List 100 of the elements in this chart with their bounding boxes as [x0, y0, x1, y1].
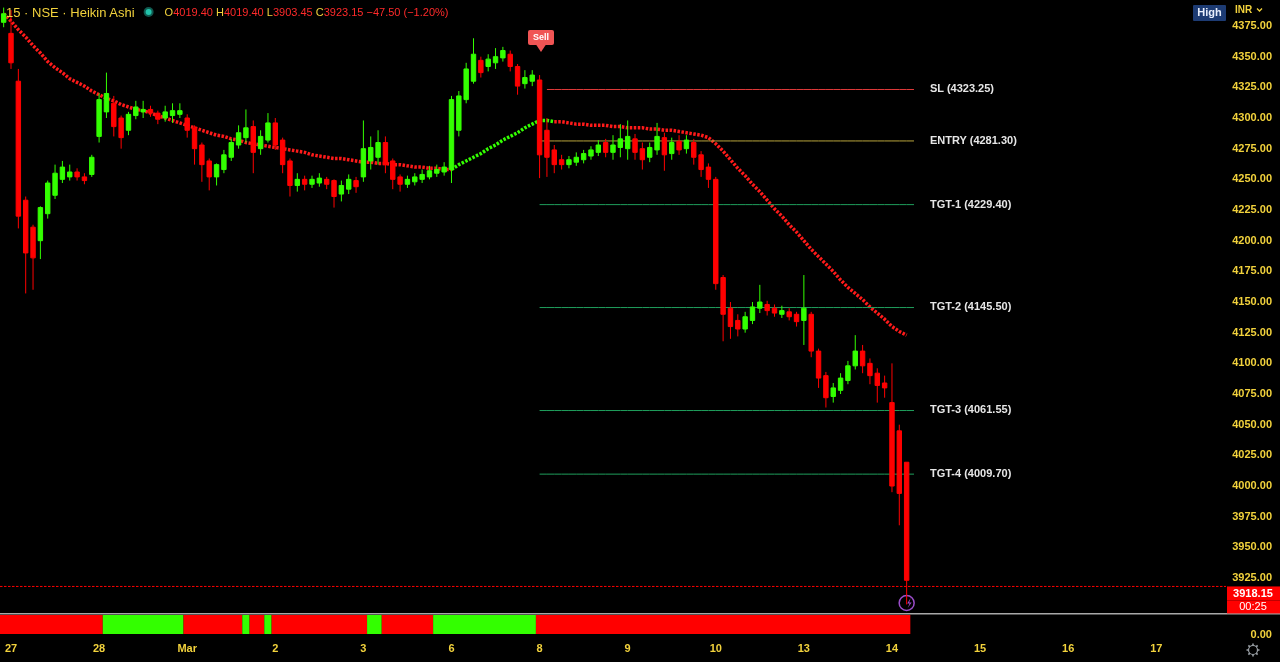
series-label: SL (4323.25): [929, 82, 995, 95]
candlestick: [580, 149, 587, 164]
candlestick: [602, 138, 609, 158]
x-tick-label: 16: [1062, 641, 1075, 654]
candlestick: [125, 111, 132, 136]
candlestick: [881, 375, 888, 399]
candlestick: [859, 344, 866, 374]
text: O4019.40 H4019.40 L3903.45 C3923.15 −47.50 (−1.20%): [164, 6, 449, 18]
candlestick: [669, 137, 675, 161]
series-label: ENTRY (4281.30): [929, 133, 1018, 146]
candlestick: [191, 124, 198, 166]
y-tick-label: 4375.00: [1232, 18, 1272, 31]
x-tick-label: 27: [4, 641, 18, 654]
candlestick: [382, 135, 389, 174]
x-tick-label: 28: [92, 641, 106, 654]
x-tick-label: 2: [272, 641, 279, 654]
candlestick: [771, 303, 778, 318]
line-series: [552, 119, 909, 337]
candlestick: [346, 173, 352, 195]
candlestick: [250, 119, 256, 174]
candlestick: [404, 175, 411, 189]
candlestick: [360, 119, 367, 183]
candlestick: [265, 112, 271, 144]
x-tick-label: 13: [797, 641, 810, 654]
candlestick: [786, 307, 792, 321]
candlestick: [470, 37, 477, 85]
candlestick: [478, 56, 484, 79]
candlestick: [823, 371, 829, 409]
candlestick: [500, 46, 506, 63]
y-tick-label: 4150.00: [1232, 294, 1272, 307]
candlestick: [632, 133, 638, 161]
candlestick: [830, 382, 836, 404]
candlestick: [81, 172, 88, 185]
candlestick: [742, 311, 748, 334]
candlestick: [89, 154, 95, 178]
candlestick: [162, 105, 168, 123]
candlestick: [705, 162, 712, 189]
y-tick-label: 4000.00: [1232, 478, 1272, 491]
y-tick-label: 4075.00: [1232, 386, 1272, 399]
candlestick: [103, 72, 110, 119]
candlestick: [514, 63, 521, 96]
candlestick: [257, 129, 264, 156]
candlestick: [213, 162, 220, 186]
y-tick-label: 4275.00: [1232, 141, 1272, 154]
candlestick: [353, 176, 359, 194]
y-tick-label: 3950.00: [1232, 540, 1272, 553]
y-tick-label: 4300.00: [1232, 110, 1272, 123]
x-tick-label: 8: [536, 641, 543, 654]
x-tick-label: 14: [885, 641, 899, 654]
y-tick-label: 4100.00: [1232, 356, 1272, 369]
y-tick-label: 4025.00: [1232, 448, 1272, 461]
candlestick: [837, 372, 844, 395]
chart-title: 15 · NSE · Heikin Ashi: [6, 5, 135, 20]
text: 0.00: [1250, 627, 1272, 640]
candlestick: [59, 160, 66, 184]
x-tick-label: 15: [973, 641, 987, 654]
candlestick: [624, 119, 631, 161]
candlestick: [0, 7, 7, 28]
candlestick: [676, 134, 682, 156]
candlestick: [243, 108, 249, 144]
y-tick-label: 4175.00: [1232, 264, 1272, 277]
candlestick: [37, 205, 44, 260]
candlestick: [177, 102, 183, 119]
candlestick: [272, 117, 278, 151]
candlestick: [15, 68, 22, 229]
y-tick-label: 4200.00: [1232, 233, 1272, 246]
y-tick-label: 4325.00: [1232, 80, 1272, 93]
candlestick: [507, 50, 513, 72]
x-tick-label: 6: [448, 641, 455, 654]
y-tick-label: 4125.00: [1232, 325, 1272, 338]
candlestick: [67, 164, 73, 182]
candlestick: [639, 142, 646, 171]
candlestick: [536, 74, 543, 179]
candlestick: [735, 313, 741, 337]
series-label: TGT-1 (4229.40): [929, 197, 1012, 210]
annotation: Sell: [532, 32, 550, 43]
text: 00:25: [1239, 599, 1267, 612]
y-tick-label: 4225.00: [1232, 202, 1272, 215]
candlestick: [808, 311, 814, 358]
candlestick: [279, 137, 286, 174]
y-tick-label: 4250.00: [1232, 172, 1272, 185]
candlestick: [485, 53, 491, 72]
x-tick-label: 17: [1150, 641, 1163, 654]
candlestick: [793, 311, 800, 328]
candlestick: [764, 300, 770, 317]
y-tick-label: 4350.00: [1232, 49, 1272, 62]
y-axis-title: INR: [1235, 3, 1253, 15]
series-label: TGT-2 (4145.50): [929, 300, 1012, 313]
candlestick: [558, 154, 565, 171]
candlestick: [287, 157, 293, 198]
candlestick: [801, 274, 807, 346]
annotation: High: [1197, 6, 1222, 19]
x-tick-label: 9: [624, 641, 631, 654]
candlestick: [661, 132, 668, 172]
candlestick: [757, 284, 763, 314]
x-tick-label: 3: [360, 641, 367, 654]
candlestick: [683, 134, 690, 155]
candlestick: [184, 113, 190, 139]
y-tick-label: 4050.00: [1232, 417, 1272, 430]
candlestick: [492, 47, 499, 70]
